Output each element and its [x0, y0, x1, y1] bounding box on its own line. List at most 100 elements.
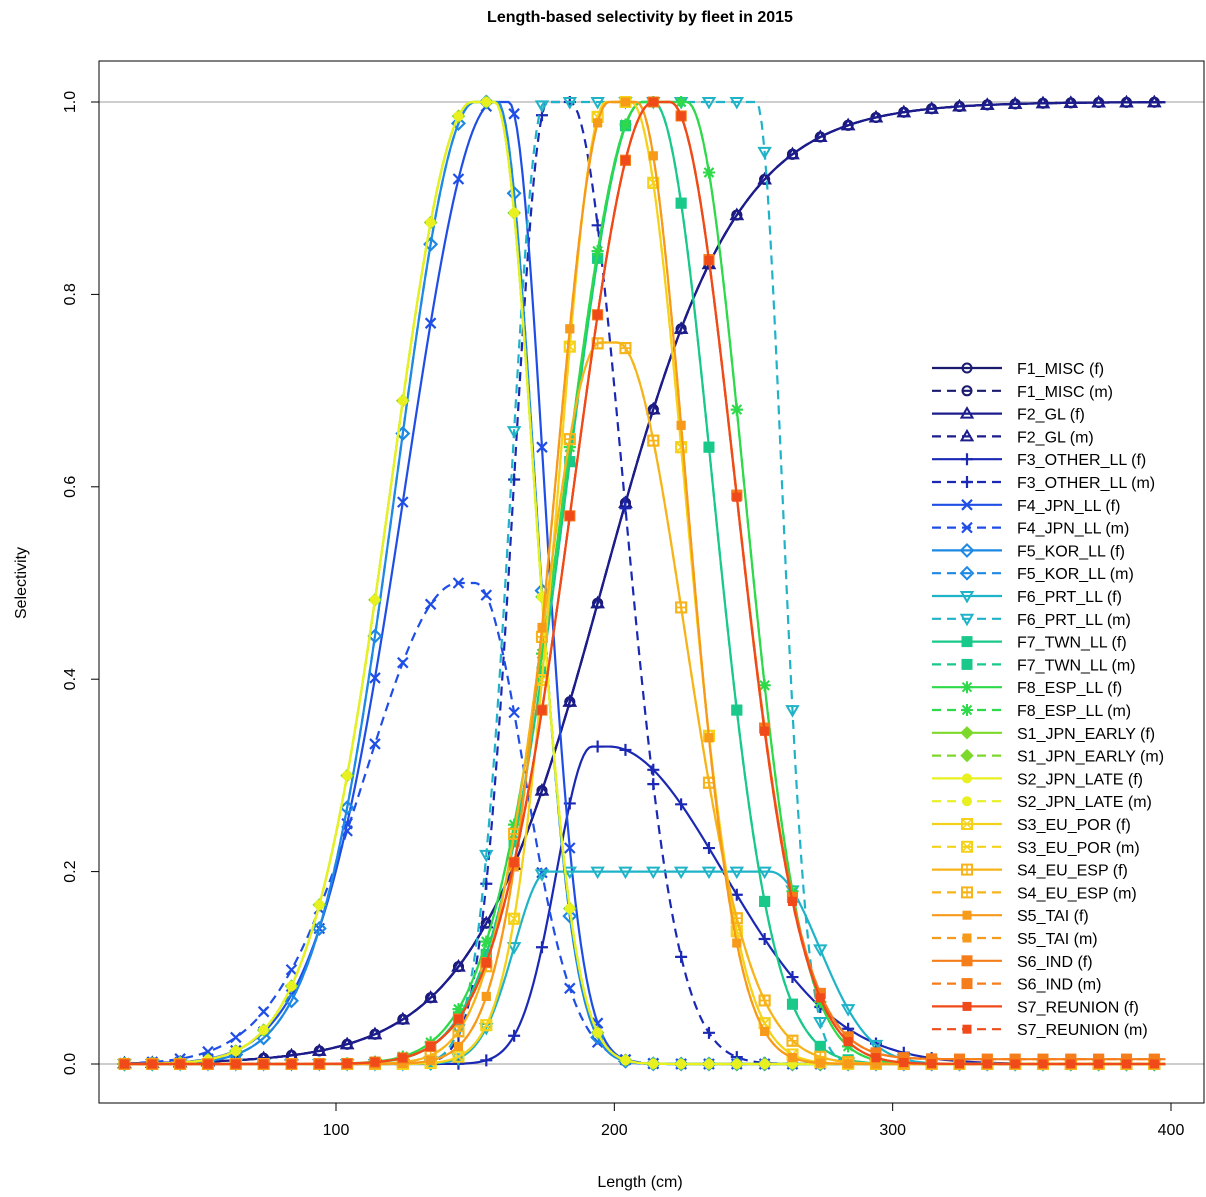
series-point: [731, 704, 743, 716]
legend-entry-4: F3_OTHER_LL (f): [932, 452, 1146, 469]
series-15: [118, 96, 1166, 1070]
series-point: [370, 1057, 380, 1067]
series-line: [124, 100, 1166, 1066]
legend-marker: [961, 476, 973, 488]
series-point: [592, 1027, 603, 1038]
legend-marker: [961, 658, 973, 670]
series-line: [124, 100, 1166, 1066]
series-point: [675, 441, 688, 454]
x-tick-label: 300: [879, 1122, 906, 1139]
series-point: [537, 705, 547, 715]
series-6: [118, 100, 1166, 1070]
series-point: [480, 1019, 493, 1032]
legend-label: F8_ESP_LL (f): [1017, 680, 1122, 697]
series-point: [342, 1059, 352, 1069]
series-14: [118, 96, 1166, 1070]
legend-entry-26: S6_IND (f): [932, 954, 1093, 971]
series-0: [118, 96, 1166, 1069]
series-point-cross: [676, 602, 687, 613]
y-tick-label: 1.0: [62, 91, 79, 113]
series-point: [785, 146, 800, 160]
legend-marker: [961, 499, 973, 511]
series-line: [124, 341, 1166, 1066]
series-point: [423, 990, 438, 1003]
series-9: [117, 94, 1166, 1072]
series-point: [704, 255, 714, 265]
series-point: [369, 594, 380, 605]
legend-entry-20: S3_EU_POR (f): [932, 817, 1131, 834]
legend-marker: [961, 636, 973, 648]
series-point: [952, 98, 967, 112]
legend-label: F3_OTHER_LL (m): [1017, 475, 1155, 492]
legend-label: F5_KOR_LL (f): [1017, 543, 1125, 560]
series-point: [506, 942, 522, 955]
legend-marker: [962, 1001, 972, 1011]
series-point: [729, 866, 745, 880]
series-point: [259, 1059, 269, 1069]
series-line: [124, 100, 1166, 1066]
legend-entry-16: S1_JPN_EARLY (f): [932, 726, 1155, 743]
series-point: [339, 1036, 355, 1050]
series-point: [565, 511, 575, 521]
series-point: [787, 1053, 797, 1063]
series-point: [452, 577, 465, 589]
series-point: [480, 1054, 493, 1067]
series-point: [230, 1031, 242, 1044]
series-19: [119, 97, 1166, 1069]
legend-entry-19: S2_JPN_LATE (m): [932, 794, 1152, 811]
legend-label: F2_GL (m): [1017, 429, 1094, 446]
series-line: [124, 100, 1166, 1066]
series-line: [124, 100, 1166, 1066]
legend-entry-12: F7_TWN_LL (f): [932, 635, 1127, 652]
series-point: [731, 1059, 742, 1069]
series-point-cross: [452, 1051, 464, 1063]
series-point: [564, 842, 576, 854]
legend-label: S7_REUNION (m): [1017, 1022, 1148, 1039]
series-point: [509, 207, 520, 218]
series-point: [871, 1053, 881, 1063]
series-16: [117, 95, 1166, 1071]
series-point: [369, 672, 381, 684]
axes: 100 200 300 400 0.0 0.2 0.4 0.6 0.8 1.0: [62, 91, 1184, 1139]
series-point: [924, 101, 939, 114]
series-point: [508, 706, 520, 719]
series-point: [564, 982, 576, 995]
series-point: [367, 1026, 383, 1040]
series-point: [785, 705, 800, 718]
series-point: [729, 207, 745, 221]
series-point: [590, 595, 605, 609]
series-2: [117, 94, 1166, 1069]
series-point: [813, 1016, 828, 1030]
legend-entry-0: F1_MISC (f): [932, 361, 1104, 378]
series-point: [620, 97, 630, 107]
series-point: [620, 155, 630, 165]
series-point: [425, 217, 436, 228]
series-point: [311, 921, 327, 936]
series-point: [757, 146, 772, 160]
legend-marker: [960, 726, 974, 740]
series-point: [1149, 1059, 1159, 1069]
series-line: [124, 101, 1166, 1065]
series-line: [124, 100, 1166, 1066]
legend-label: S7_REUNION (f): [1017, 999, 1139, 1016]
series-point: [704, 733, 714, 743]
series-point: [1119, 94, 1134, 108]
series-point: [203, 1059, 213, 1069]
series-line: [124, 100, 1166, 1066]
series-point: [927, 1059, 937, 1069]
series-8: [117, 94, 1166, 1072]
series-29: [119, 97, 1166, 1069]
legend-label: S5_TAI (f): [1017, 908, 1089, 925]
series-line: [124, 745, 1166, 1066]
series-point: [479, 915, 494, 929]
series-point: [759, 1059, 770, 1069]
series-point: [451, 115, 466, 131]
series-point: [591, 245, 604, 258]
plot-frame: [98, 60, 1205, 1104]
series-line: [124, 101, 1166, 1065]
legend-label: F6_PRT_LL (m): [1017, 612, 1131, 629]
legend-label: F4_JPN_LL (f): [1017, 498, 1120, 515]
series-point: [815, 1058, 825, 1068]
series-25: [119, 97, 1166, 1069]
series-point: [424, 598, 437, 611]
